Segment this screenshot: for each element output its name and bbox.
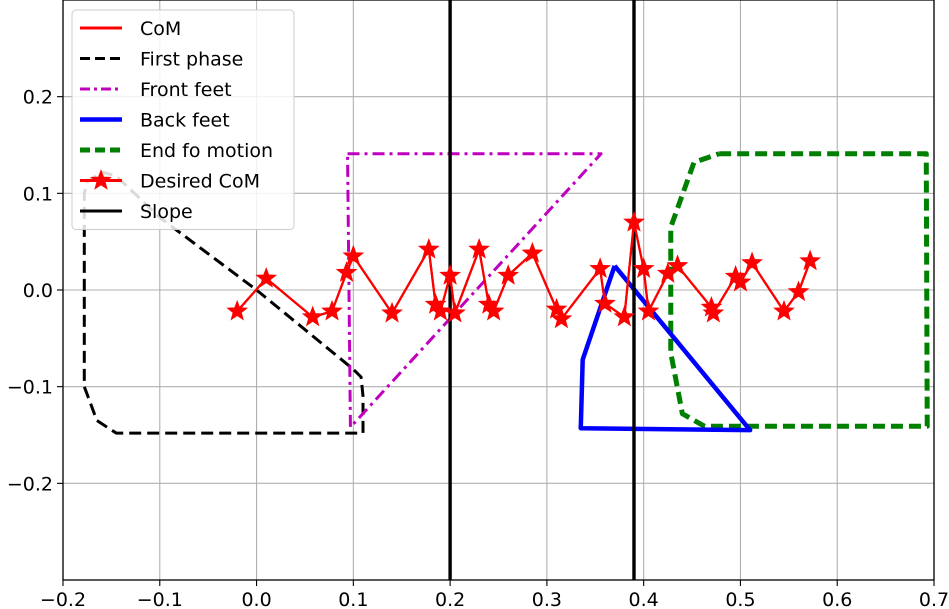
- legend-entry: Back feet: [80, 110, 230, 132]
- legend-entry: End fo motion: [80, 140, 273, 162]
- legend-entry: Desired CoM: [80, 169, 260, 193]
- legend-label: End fo motion: [140, 140, 273, 162]
- legend-label: First phase: [140, 49, 243, 71]
- end-fo-motion-line: [668, 151, 930, 429]
- x-tick-label: 0.6: [822, 589, 852, 609]
- legend-label: Slope: [140, 201, 193, 223]
- back-feet-line: [578, 264, 753, 433]
- x-tick-label: 0.0: [241, 589, 271, 609]
- legend-label: Front feet: [140, 79, 232, 101]
- x-tick-label: 0.7: [919, 589, 949, 609]
- x-tick-label: 0.1: [338, 589, 368, 609]
- x-tick-label: −0.1: [137, 589, 183, 609]
- series-com: [236, 221, 812, 321]
- series-end-fo-motion: [668, 151, 930, 429]
- legend: CoM First phase Front feet Back feet End fo …: [71, 9, 295, 230]
- x-tick-label: −0.2: [40, 589, 86, 609]
- series-front-feet: [346, 152, 603, 429]
- legend-entry: Slope: [80, 201, 193, 223]
- legend-entry: CoM: [80, 18, 181, 40]
- series-back-feet: [578, 264, 753, 433]
- y-tick-label: −0.1: [7, 377, 53, 399]
- x-tick-label: 0.2: [435, 589, 465, 609]
- legend-entry: First phase: [80, 49, 243, 71]
- legend-box: [71, 9, 295, 230]
- series-slope: [448, 0, 636, 580]
- y-tick-label: 0.1: [23, 183, 53, 205]
- legend-label: Back feet: [140, 110, 230, 132]
- desired-com-point: [799, 249, 821, 271]
- x-tick-label: 0.3: [532, 589, 562, 609]
- y-tick-label: 0.2: [23, 87, 53, 109]
- y-tick-label: 0.0: [23, 280, 53, 302]
- plot-area: [82, 0, 930, 580]
- x-tick-label: 0.5: [725, 589, 755, 609]
- com-line: [236, 221, 812, 321]
- axis-ticks: −0.2 −0.1 0.0 0.1 0.2 0.3 0.4 0.5 0.6 0.7 −0.2 −0.1…: [7, 87, 949, 609]
- legend-label: Desired CoM: [140, 171, 260, 193]
- front-feet-line: [346, 152, 603, 429]
- legend-star-marker: [90, 169, 112, 190]
- legend-entry: Front feet: [80, 79, 232, 101]
- legend-label: CoM: [140, 18, 181, 40]
- series-desired-com: [226, 210, 821, 329]
- x-tick-label: 0.4: [629, 589, 659, 609]
- y-tick-label: −0.2: [7, 473, 53, 495]
